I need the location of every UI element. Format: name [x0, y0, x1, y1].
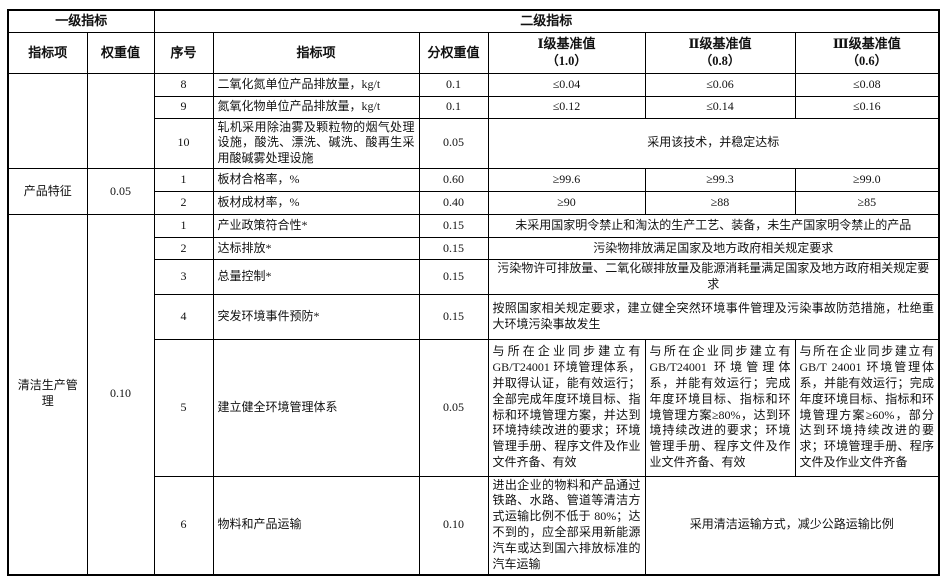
table-cell: 4 — [153, 293, 214, 340]
col-header-indicator-item-l2: 指标项 — [212, 31, 420, 74]
benchmark-3-label: Ⅲ级基准值 — [832, 36, 901, 52]
table-cell: 0.15 — [418, 293, 489, 340]
table-row: 5 建立健全环境管理体系 0.05 与所在企业同步建立有 GB/T24001 环境管理… — [8, 338, 940, 477]
table-cell: 与所在企业同步建立有 GB/T 24001 环境管理体系，并能有效运行；完成年度… — [794, 338, 940, 477]
table-cell: ≥99.6 — [487, 167, 646, 192]
table-cell: 0.40 — [418, 190, 489, 215]
table-cell: 达标排放* — [212, 236, 420, 260]
table-cell: 与所在企业同步建立有 GB/T24001 环境管理体系，并能有效运行；完成年度环… — [644, 338, 796, 477]
table-cell: 0.15 — [418, 258, 489, 295]
col-header-indicator-item-l1: 指标项 — [7, 31, 88, 74]
table-cell: 清洁生产管理 — [7, 213, 88, 576]
table-cell: ≥85 — [794, 190, 940, 215]
table-cell: 板材成材率，% — [212, 190, 420, 215]
table-cell: 采用清洁运输方式，减少公路运输比例 — [644, 475, 940, 576]
table-cell: ≤0.14 — [644, 95, 796, 119]
table-row: 清洁生产管理 0.10 1 产业政策符合性* 0.15 未采用国家明令禁止和淘汰的生产工艺… — [7, 213, 940, 576]
level2-indicator-header: 二级指标 — [153, 9, 940, 33]
table-cell: ≤0.08 — [794, 72, 940, 97]
table-cell: 2 — [153, 236, 214, 260]
col-header-benchmark-1: Ⅰ级基准值 （1.0） — [487, 31, 646, 74]
table-cell: 未采用国家明令禁止和淘汰的生产工艺、装备，未生产国家明令禁止的产品 — [487, 213, 940, 238]
table-header: 一级指标 二级指标 指标项 权重值 序号 指标项 分权重值 Ⅰ级基准值 （1.0… — [7, 9, 940, 74]
table-cell: 0.60 — [418, 167, 489, 192]
level1-indicator-header: 一级指标 — [7, 9, 155, 33]
table-cell: 5 — [153, 338, 214, 477]
table-cell: 0.15 — [418, 213, 489, 238]
benchmark-1-label: Ⅰ级基准值 — [537, 36, 596, 52]
col-header-benchmark-2: Ⅱ级基准值 （0.8） — [644, 31, 796, 74]
table-cell: ≥90 — [487, 190, 646, 215]
col-header-weight: 权重值 — [86, 31, 155, 74]
indicator-table-container: 一级指标 二级指标 指标项 权重值 序号 指标项 分权重值 Ⅰ级基准值 （1.0… — [7, 9, 941, 576]
table-cell: 8 — [153, 72, 214, 97]
table-cell: 污染物排放满足国家及地方政府相关规定要求 — [487, 236, 940, 260]
col-header-seq-no: 序号 — [153, 31, 214, 74]
table-cell: 产品特征 — [7, 167, 88, 215]
header-row-level: 一级指标 二级指标 — [7, 9, 940, 33]
table-cell: 0.10 — [86, 213, 155, 576]
table-cell: ≤0.06 — [644, 72, 796, 97]
table-cell: ≤0.04 — [487, 72, 646, 97]
table-cell: 采用该技术，并稳定达标 — [487, 117, 940, 169]
table-row: 2 达标排放* 0.15 污染物排放满足国家及地方政府相关规定要求 — [8, 236, 940, 260]
table-cell: 9 — [153, 95, 214, 119]
table-cell: 0.1 — [418, 95, 489, 119]
table-cell: 0.15 — [418, 236, 489, 260]
header-row-columns: 指标项 权重值 序号 指标项 分权重值 Ⅰ级基准值 （1.0） Ⅱ级基准值 （0… — [7, 31, 940, 74]
table-row: 8 二氧化氮单位产品排放量，kg/t 0.1 ≤0.04 ≤0.06 ≤0.08 — [7, 72, 940, 169]
table-cell: 1 — [153, 167, 214, 192]
table-cell: 突发环境事件预防* — [212, 293, 420, 340]
table-cell: ≤0.12 — [487, 95, 646, 119]
benchmark-1-sub: （1.0） — [546, 53, 587, 68]
col-header-benchmark-3: Ⅲ级基准值 （0.6） — [794, 31, 940, 74]
table-cell: ≥99.0 — [794, 167, 940, 192]
benchmark-3-sub: （0.6） — [846, 53, 888, 68]
table-cell: 与所在企业同步建立有 GB/T24001 环境管理体系，并取得认证，能有效运行；… — [487, 338, 646, 477]
indicator-table: 一级指标 二级指标 指标项 权重值 序号 指标项 分权重值 Ⅰ级基准值 （1.0… — [7, 9, 941, 576]
table-cell: 按照国家相关规定要求，建立健全突然环境事件管理及污染事故防范措施，杜绝重大环境污… — [487, 293, 940, 340]
benchmark-2-label: Ⅱ级基准值 — [688, 36, 752, 52]
table-cell: 10 — [153, 117, 214, 169]
table-cell: 6 — [153, 475, 214, 576]
table-cell: ≤0.16 — [794, 95, 940, 119]
table-cell: 二氧化氮单位产品排放量，kg/t — [212, 72, 420, 97]
table-body: 8 二氧化氮单位产品排放量，kg/t 0.1 ≤0.04 ≤0.06 ≤0.08 9 氮氧化物… — [7, 72, 940, 576]
table-cell: 物料和产品运输 — [212, 475, 420, 576]
table-cell: 0.1 — [418, 72, 489, 97]
table-cell: 0.05 — [418, 117, 489, 169]
table-cell: 进出企业的物料和产品通过铁路、水路、管道等清洁方式运输比例不低于 80%；达不到… — [487, 475, 646, 576]
table-cell: 建立健全环境管理体系 — [212, 338, 420, 477]
col-header-sub-weight: 分权重值 — [418, 31, 489, 74]
table-cell: 0.10 — [418, 475, 489, 576]
table-cell: 0.05 — [86, 167, 155, 215]
table-cell: 产业政策符合性* — [212, 213, 420, 238]
benchmark-2-sub: （0.8） — [699, 53, 741, 68]
table-cell: 板材合格率，% — [212, 167, 420, 192]
table-cell: 3 — [153, 258, 214, 295]
table-row: 产品特征 0.05 1 板材合格率，% 0.60 ≥99.6 ≥99.3 ≥99.0 — [7, 167, 940, 215]
table-cell: 氮氧化物单位产品排放量，kg/t — [212, 95, 420, 119]
table-cell — [7, 72, 88, 169]
table-cell: ≥99.3 — [644, 167, 796, 192]
table-cell: 1 — [153, 213, 214, 238]
table-cell: 2 — [153, 190, 214, 215]
table-cell: 污染物许可排放量、二氧化碳排放量及能源消耗量满足国家及地方政府相关规定要求 — [487, 258, 940, 295]
table-row: 6 物料和产品运输 0.10 进出企业的物料和产品通过铁路、水路、管道等清洁方式运输比… — [8, 475, 940, 576]
table-cell — [86, 72, 155, 169]
table-cell: 总量控制* — [212, 258, 420, 295]
table-cell: 0.05 — [418, 338, 489, 477]
table-row: 10 轧机采用除油雾及颗粒物的烟气处理设施，酸洗、漂洗、碱洗、酸再生采用酸碱雾处理… — [8, 117, 940, 169]
table-cell: ≥88 — [644, 190, 796, 215]
table-cell: 轧机采用除油雾及颗粒物的烟气处理设施，酸洗、漂洗、碱洗、酸再生采用酸碱雾处理设施 — [212, 117, 420, 169]
